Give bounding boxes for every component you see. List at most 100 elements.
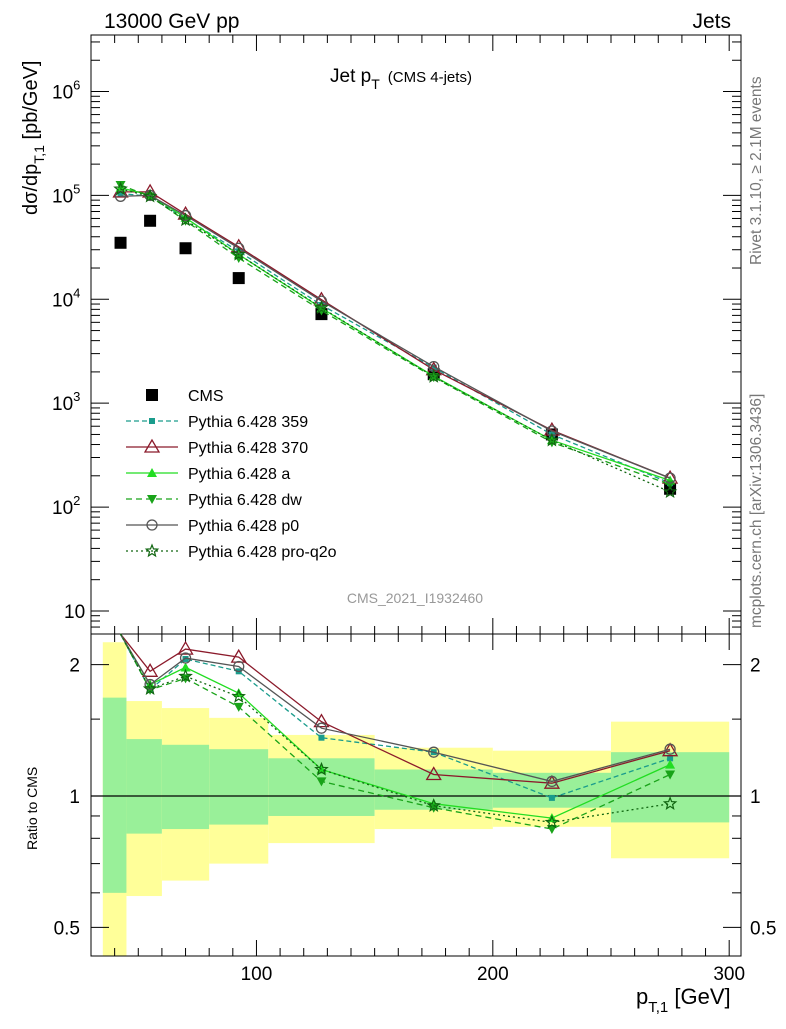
ratio-series-pp0 — [119, 633, 676, 788]
point-pp0 — [233, 242, 245, 254]
ratio-point-pq2o — [544, 814, 560, 829]
x-axis-title-suffix: [GeV] — [668, 984, 730, 1009]
ratio-point-pdw — [316, 777, 327, 787]
point-p359 — [117, 190, 124, 197]
legend-label: Pythia 6.428 pro-q2o — [188, 544, 337, 561]
series-line-pp0 — [120, 194, 671, 479]
ratio-line-p370 — [119, 633, 671, 784]
point-pdw — [115, 180, 126, 190]
legend-marker — [144, 543, 160, 558]
ratio-point-p370 — [313, 713, 330, 728]
ratio-point-p370 — [230, 648, 247, 663]
ratio-point-p370 — [543, 774, 561, 789]
point-pp0 — [546, 425, 558, 437]
analysis-watermark: CMS_2021_I1932460 — [347, 590, 483, 606]
ratio-point-pp0 — [144, 678, 156, 691]
ratio-point-pp0 — [664, 743, 676, 755]
point-pq2o — [231, 246, 246, 261]
band-inner — [209, 749, 269, 825]
ratio-point-p359 — [548, 794, 555, 801]
x-tick-label: 300 — [713, 964, 745, 985]
ratio-point-pa — [665, 759, 676, 769]
plot-title: Jet pT (CMS 4-jets) — [330, 66, 472, 92]
ratio-point-p359 — [667, 755, 674, 762]
ratio-point-p370 — [425, 766, 442, 781]
legend-label: Pythia 6.428 359 — [188, 414, 308, 431]
series-line-pq2o — [120, 188, 671, 493]
legend-item-pa: Pythia 6.428 a — [126, 466, 290, 483]
y-tick-label: 10 — [64, 602, 85, 623]
ratio-y-tick-label-right: 1 — [750, 787, 761, 808]
series-line-pa — [120, 187, 671, 482]
point-data — [179, 242, 192, 255]
y-tick-label: 102 — [52, 493, 80, 519]
axes-ticks: 10 102 103 104 105 106 100 200 300 0.5 0.5 1 1 2 2 — [52, 35, 776, 985]
y-axis-title-suffix: [pb/GeV] — [20, 61, 42, 146]
point-pq2o — [113, 181, 128, 196]
y-tick-label: 105 — [52, 181, 80, 207]
rivet-label: Rivet 3.1.10, ≥ 2.1M events — [748, 76, 765, 265]
legend-marker — [149, 418, 155, 424]
point-pq2o — [142, 188, 158, 203]
plot-title-main: Jet p — [330, 66, 371, 87]
ratio-y-tick-label: 1 — [69, 787, 80, 808]
legend-marker — [146, 519, 158, 531]
ratio-y-tick-label-right: 2 — [750, 656, 761, 677]
ratio-point-pp0 — [179, 652, 192, 664]
ratio-y-tick-label-right: 0.5 — [750, 918, 776, 939]
ratio-point-pq2o — [178, 668, 193, 683]
legend-label: Pythia 6.428 dw — [188, 492, 302, 509]
y-axis-title: dσ/dpT,1 [pb/GeV] — [20, 61, 47, 215]
ratio-point-pp0 — [546, 775, 558, 788]
ratio-point-pdw — [233, 702, 244, 712]
ratio-line-p359 — [119, 633, 671, 799]
point-pp0 — [179, 209, 192, 222]
legend-label: Pythia 6.428 a — [188, 466, 290, 483]
ratio-point-pp0 — [315, 722, 328, 734]
y-tick-exponent: 4 — [73, 285, 80, 300]
legend-item-data: CMS — [146, 388, 224, 405]
ratio-point-pq2o — [426, 798, 441, 812]
ratio-y-axis-title: Ratio to CMS — [24, 767, 40, 850]
legend-marker — [146, 389, 158, 401]
x-axis-title-prefix: p — [636, 984, 648, 1009]
band-inner — [492, 772, 611, 808]
ratio-point-pdw — [546, 825, 557, 835]
ratio-point-pq2o — [231, 688, 246, 703]
ratio-point-pq2o — [142, 681, 158, 696]
point-pp0 — [315, 295, 328, 307]
y-tick-label: 104 — [52, 285, 80, 311]
ratio-point-p370 — [177, 640, 194, 655]
ratio-y-tick-label: 2 — [69, 656, 80, 677]
legend-item-pdw: Pythia 6.428 dw — [126, 492, 302, 509]
x-axis-title-sub: T,1 — [648, 999, 668, 1016]
y-tick-label: 106 — [52, 78, 80, 104]
band-inner — [161, 744, 210, 830]
point-data — [114, 236, 127, 249]
band-inner — [102, 697, 127, 893]
ratio-plot-frame — [90, 633, 742, 957]
series-line-pdw — [120, 184, 671, 486]
point-data — [144, 214, 157, 227]
series-pq2o — [113, 181, 678, 499]
legend-item-pq2o: Pythia 6.428 pro-q2o — [126, 543, 337, 561]
ratio-point-p359 — [182, 655, 189, 662]
x-axis-title: pT,1 [GeV] — [636, 984, 731, 1016]
series-line-p359 — [120, 192, 671, 484]
y-tick-label: 103 — [52, 389, 80, 415]
ratio-line-pp0 — [119, 633, 671, 783]
point-p359 — [430, 364, 437, 371]
ratio-y-tick-label: 0.5 — [54, 918, 80, 939]
ratio-point-pdw — [665, 770, 676, 780]
legend-marker — [147, 468, 157, 477]
y-axis-title-sub: T,1 — [31, 145, 47, 164]
legend-item-pp0: Pythia 6.428 p0 — [126, 518, 299, 535]
ratio-line-pa — [119, 633, 671, 819]
legend-item-p370: Pythia 6.428 370 — [126, 438, 308, 457]
y-tick-exponent: 5 — [73, 181, 80, 196]
y-tick-exponent: 6 — [73, 78, 80, 93]
legend-label: Pythia 6.428 370 — [188, 440, 308, 457]
ratio-series-pq2o — [119, 633, 678, 829]
plot-title-extra: (CMS 4-jets) — [388, 69, 472, 86]
